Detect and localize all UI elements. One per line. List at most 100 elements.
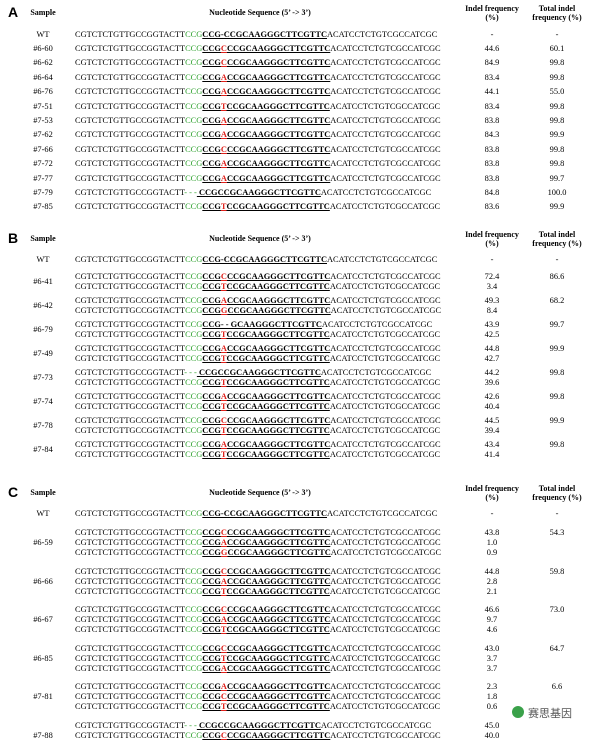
sequence: CGTCTCTGTTGCCGGTACTTCCGCCGACCGCAAGGGCTTC… xyxy=(75,577,441,587)
indel-frequency: 83.8 xyxy=(484,144,500,154)
sequence-segment: CCG xyxy=(202,426,221,435)
sequence-segment: CCG xyxy=(185,344,203,353)
total-indel-frequency: 99.7 xyxy=(549,320,565,329)
header-total: Total indel frequency (%) xyxy=(532,4,582,22)
sequence-segment: CCG xyxy=(202,663,221,673)
sequence-segment: ACATCCTCTGTCGCCATCGC xyxy=(329,426,441,435)
sequence-segment: CCG xyxy=(202,692,221,701)
indel-frequency: 42.5 xyxy=(484,330,500,339)
sequence-segment: T xyxy=(220,702,227,711)
sequence-segment: CCGCAAGGGCTTCGTTC xyxy=(226,416,331,425)
sequence-segment: CGTCTCTGTTGCCGGTACTT xyxy=(75,30,186,39)
sequence-segment: CCGCAAGGGCTTCGTTC xyxy=(226,116,331,125)
sequence-segment: - - - xyxy=(184,368,197,377)
sequence-segment: ACATCCTCTGTCGCCATCGC xyxy=(329,101,441,111)
sequence-segment: C xyxy=(220,605,227,614)
total-indel-frequency: 99.8 xyxy=(549,392,565,401)
sequence: CGTCTCTGTTGCCGGTACTT- - - CCGCCGCAAGGGCT… xyxy=(75,368,431,378)
sequence-segment: ACATCCTCTGTCGCCATCGC xyxy=(330,87,441,97)
sequence-segment: CCGCAAGGGCTTCGTTC xyxy=(226,130,331,140)
header-sequence: Nucleotide Sequence (5’ -> 3’) xyxy=(209,488,311,497)
indel-frequency: 2.3 xyxy=(486,682,498,691)
sequence-segment: CCGCAAGGGCTTCGTTC xyxy=(226,576,331,586)
indel-frequency: 44.8 xyxy=(484,344,500,353)
sequence-segment: CGTCTCTGTTGCCGGTACTT xyxy=(75,566,186,576)
sequence-segment: C xyxy=(220,44,227,53)
sequence-segment: CCG xyxy=(202,101,221,111)
panel-label: C xyxy=(8,484,19,500)
sequence-segment: T xyxy=(220,402,227,411)
sample-id: WT xyxy=(36,509,50,518)
sequence-segment: CCG xyxy=(202,653,221,663)
indel-frequency: 83.8 xyxy=(484,116,500,125)
sequence-segment: CCGCAAGGGCTTCGTTC xyxy=(226,450,330,459)
sequence-segment: CCG xyxy=(185,692,203,701)
indel-frequency: 44.8 xyxy=(484,566,500,576)
sequence-segment: CCG xyxy=(185,509,203,518)
sequence-segment: CCGCAAGGGCTTCGTTC xyxy=(226,392,331,401)
sequence-segment: A xyxy=(220,159,227,169)
sequence-segment: CCG xyxy=(185,440,203,449)
sequence-segment: CCGCAAGGGCTTCGTTC xyxy=(226,440,331,449)
indel-frequency: 4.6 xyxy=(486,625,498,634)
indel-frequency: 84.8 xyxy=(484,188,500,197)
sequence-segment: ACATCCTCTGTCGCCATCGC xyxy=(320,720,432,730)
sequence: CGTCTCTGTTGCCGGTACTTCCGCCGTCCGCAAGGGCTTC… xyxy=(75,202,440,212)
sequence-segment: CCG xyxy=(185,586,203,596)
sequence-segment: ACATCCTCTGTCGCCATCGC xyxy=(329,450,441,459)
sequence-segment: A xyxy=(220,615,227,624)
sequence: CGTCTCTGTTGCCGGTACTTCCGCCGTCCGCAAGGGCTTC… xyxy=(75,402,440,412)
total-indel-frequency: 86.6 xyxy=(549,272,565,281)
sequence-segment: - - - xyxy=(184,188,197,197)
sequence-segment: A xyxy=(220,87,227,97)
indel-frequency: 84.3 xyxy=(484,130,500,140)
sequence-segment: CGTCTCTGTTGCCGGTACTT xyxy=(75,702,186,711)
sequence-segment: T xyxy=(220,586,227,596)
panel-label: A xyxy=(8,4,19,20)
indel-frequency: 44.5 xyxy=(484,416,500,425)
sequence: CGTCTCTGTTGCCGGTACTTCCGCCG-CCGCAAGGGCTTC… xyxy=(75,255,437,265)
sequence-segment: A xyxy=(220,296,227,305)
sequence: CGTCTCTGTTGCCGGTACTTCCGCCGCCCGCAAGGGCTTC… xyxy=(75,605,441,615)
sample-id: #6-79 xyxy=(33,325,53,334)
sequence-segment: ACATCCTCTGTCGCCATCGC xyxy=(330,344,441,353)
sequence-segment: ACATCCTCTGTCGCCATCGC xyxy=(321,320,433,329)
sequence-segment: CCGCCGCAAGGGCTTCGTTC xyxy=(196,720,321,730)
sequence-segment: CCG xyxy=(202,566,221,576)
sequence-segment: CCG xyxy=(185,144,203,154)
sample-id: #6-41 xyxy=(33,277,53,286)
sequence-segment: CGTCTCTGTTGCCGGTACTT xyxy=(75,306,186,315)
sequence-segment: CCG xyxy=(202,72,221,82)
sequence-segment: ACATCCTCTGTCGCCATCGC xyxy=(329,702,441,711)
sequence-segment: ACATCCTCTGTCGCCATCGC xyxy=(330,682,441,691)
sequence-segment: CGTCTCTGTTGCCGGTACTT xyxy=(75,605,186,614)
indel-frequency: 42.7 xyxy=(484,354,500,363)
sample-id: #7-73 xyxy=(33,373,53,382)
sequence-segment: CCG xyxy=(202,402,221,411)
indel-frequency: 1.8 xyxy=(486,692,498,701)
sequence-segment: CGTCTCTGTTGCCGGTACTT xyxy=(75,87,186,97)
indel-frequency: 44.2 xyxy=(484,368,500,377)
sample-id: #6-59 xyxy=(33,538,53,547)
header-total: Total indel frequency (%) xyxy=(532,484,582,502)
sequence-segment: CCG xyxy=(185,282,203,291)
sample-id: #6-60 xyxy=(33,44,53,53)
sequence-segment: CGTCTCTGTTGCCGGTACTT xyxy=(75,392,186,401)
indel-frequency: 43.9 xyxy=(484,320,500,329)
sequence: CGTCTCTGTTGCCGGTACTTCCGCCGCCCGCAAGGGCTTC… xyxy=(75,272,441,282)
sequence-segment: CGTCTCTGTTGCCGGTACTT xyxy=(75,330,186,339)
sequence-segment: CCGCCGCAAGGGCTTCGTTC xyxy=(196,368,321,377)
sequence-segment: CGTCTCTGTTGCCGGTACTT xyxy=(75,378,186,387)
sequence: CGTCTCTGTTGCCGGTACTTCCGCCGCCCGCAAGGGCTTC… xyxy=(75,567,441,577)
indel-frequency: 72.4 xyxy=(484,272,500,281)
sequence-segment: CCG xyxy=(202,538,221,547)
indel-frequency: 43.4 xyxy=(484,440,500,449)
header-indel: Indel frequency (%) xyxy=(465,230,519,248)
sequence-segment: CGTCTCTGTTGCCGGTACTT xyxy=(75,682,186,691)
sequence-segment: CCGCAAGGGCTTCGTTC xyxy=(226,692,331,701)
sequence: CGTCTCTGTTGCCGGTACTTCCGCCGACCGCAAGGGCTTC… xyxy=(75,615,441,625)
sequence-segment: CCG xyxy=(202,202,221,212)
sequence-segment: ACATCCTCTGTCGCCATCGC xyxy=(330,576,441,586)
sequence-segment: C xyxy=(220,272,227,281)
sequence-segment: CCG-CCGCAAGGGCTTCGTTC xyxy=(202,255,327,264)
